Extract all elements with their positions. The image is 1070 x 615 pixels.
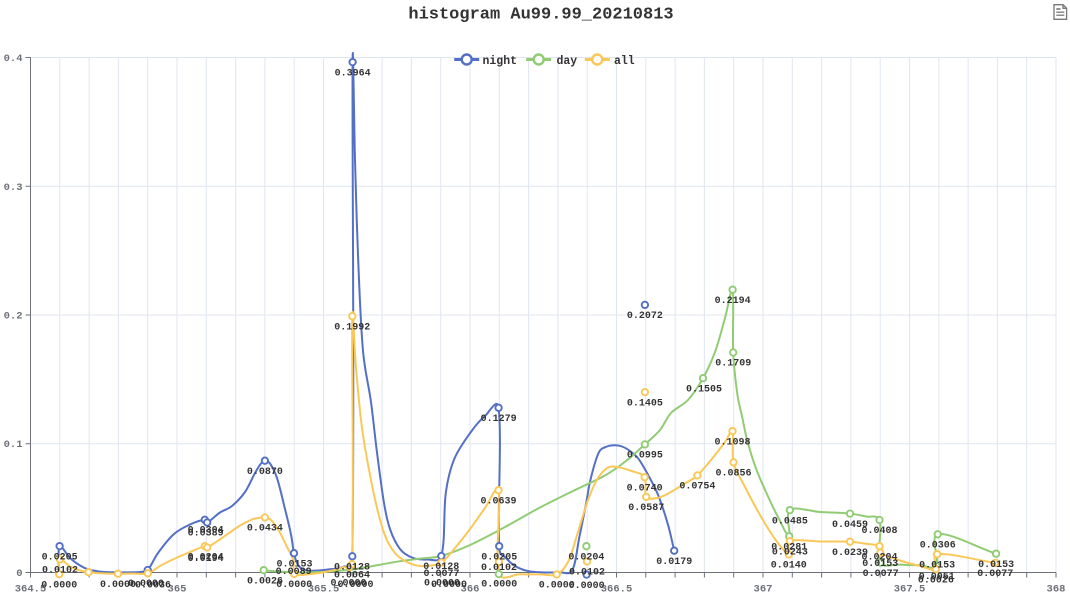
svg-text:0.1: 0.1 bbox=[4, 439, 23, 451]
svg-text:364.5: 364.5 bbox=[15, 584, 47, 596]
svg-text:0.0102: 0.0102 bbox=[569, 568, 605, 579]
svg-text:0.0000: 0.0000 bbox=[100, 580, 136, 591]
svg-text:0.0000: 0.0000 bbox=[276, 580, 312, 591]
svg-text:0.0077: 0.0077 bbox=[423, 569, 459, 580]
svg-text:0.1505: 0.1505 bbox=[686, 384, 722, 395]
svg-text:0.0995: 0.0995 bbox=[627, 451, 663, 462]
svg-text:0.0389: 0.0389 bbox=[188, 528, 224, 539]
svg-text:0.0000: 0.0000 bbox=[424, 579, 460, 590]
svg-text:histogram Au99.99_20210813: histogram Au99.99_20210813 bbox=[408, 6, 673, 25]
svg-text:0.0153: 0.0153 bbox=[276, 559, 312, 570]
svg-text:night: night bbox=[483, 55, 518, 68]
svg-text:0.1709: 0.1709 bbox=[715, 359, 751, 370]
svg-text:0.2194: 0.2194 bbox=[715, 296, 751, 307]
svg-text:0.0140: 0.0140 bbox=[771, 561, 807, 572]
svg-text:0.0459: 0.0459 bbox=[832, 520, 868, 531]
svg-text:0.0205: 0.0205 bbox=[42, 552, 78, 563]
svg-text:0.0026: 0.0026 bbox=[247, 576, 283, 587]
svg-text:all: all bbox=[614, 55, 635, 68]
svg-text:0.0000: 0.0000 bbox=[330, 579, 366, 590]
svg-text:0.0306: 0.0306 bbox=[920, 541, 956, 552]
svg-text:0.1279: 0.1279 bbox=[481, 414, 517, 425]
svg-text:0.0194: 0.0194 bbox=[188, 554, 224, 565]
svg-text:367: 367 bbox=[754, 584, 773, 596]
svg-text:0.0740: 0.0740 bbox=[627, 483, 663, 494]
svg-text:0.0000: 0.0000 bbox=[41, 580, 77, 591]
svg-text:0.0587: 0.0587 bbox=[628, 503, 664, 514]
svg-text:366: 366 bbox=[461, 584, 480, 596]
svg-text:0.0639: 0.0639 bbox=[480, 496, 516, 507]
svg-text:0.0153: 0.0153 bbox=[978, 560, 1014, 571]
svg-text:0.0754: 0.0754 bbox=[679, 482, 715, 493]
svg-text:0.0077: 0.0077 bbox=[977, 569, 1013, 580]
svg-text:0.1405: 0.1405 bbox=[627, 398, 663, 409]
svg-text:0.0102: 0.0102 bbox=[42, 566, 78, 577]
svg-text:0.0870: 0.0870 bbox=[247, 467, 283, 478]
svg-text:0.0204: 0.0204 bbox=[861, 552, 897, 563]
svg-text:0.0304: 0.0304 bbox=[188, 526, 224, 537]
svg-text:0.0408: 0.0408 bbox=[861, 526, 897, 537]
svg-text:0.0204: 0.0204 bbox=[188, 552, 224, 563]
svg-text:0.0102: 0.0102 bbox=[481, 563, 517, 574]
svg-text:0.0243: 0.0243 bbox=[772, 547, 808, 558]
svg-text:0.0153: 0.0153 bbox=[919, 560, 955, 571]
svg-text:0.0077: 0.0077 bbox=[863, 569, 899, 580]
svg-text:0.0000: 0.0000 bbox=[431, 580, 467, 591]
svg-text:0.4: 0.4 bbox=[4, 53, 23, 65]
svg-text:367.5: 367.5 bbox=[894, 584, 926, 596]
svg-text:0.0000: 0.0000 bbox=[569, 581, 605, 592]
svg-text:0.2: 0.2 bbox=[4, 311, 23, 323]
svg-text:368: 368 bbox=[1047, 584, 1066, 596]
svg-text:day: day bbox=[557, 55, 578, 68]
svg-text:0.0153: 0.0153 bbox=[862, 559, 898, 570]
svg-text:0.0026: 0.0026 bbox=[918, 575, 954, 586]
svg-text:0.0239: 0.0239 bbox=[832, 548, 868, 559]
svg-text:0.0281: 0.0281 bbox=[771, 543, 807, 554]
svg-text:365: 365 bbox=[168, 584, 187, 596]
svg-text:0.1098: 0.1098 bbox=[714, 437, 750, 448]
svg-text:0.0000: 0.0000 bbox=[128, 579, 164, 590]
svg-text:0.0064: 0.0064 bbox=[334, 571, 370, 582]
svg-text:0: 0 bbox=[16, 568, 22, 580]
svg-text:0.3: 0.3 bbox=[4, 182, 23, 194]
svg-text:0.0051: 0.0051 bbox=[919, 572, 955, 583]
svg-text:0.3964: 0.3964 bbox=[335, 68, 371, 79]
svg-text:365.5: 365.5 bbox=[308, 584, 340, 596]
svg-text:0.0128: 0.0128 bbox=[334, 563, 370, 574]
svg-text:366.5: 366.5 bbox=[601, 584, 633, 596]
svg-text:0.0856: 0.0856 bbox=[715, 469, 751, 480]
svg-text:0.0434: 0.0434 bbox=[247, 524, 283, 535]
svg-text:0.0485: 0.0485 bbox=[772, 516, 808, 527]
svg-text:0.1992: 0.1992 bbox=[334, 323, 370, 334]
svg-text:0.0000: 0.0000 bbox=[481, 580, 517, 591]
svg-text:0.0000: 0.0000 bbox=[539, 581, 575, 592]
svg-text:0.0204: 0.0204 bbox=[568, 552, 604, 563]
svg-text:0.0089: 0.0089 bbox=[276, 567, 312, 578]
svg-text:0.2072: 0.2072 bbox=[627, 311, 663, 322]
svg-text:0.0036: 0.0036 bbox=[135, 580, 171, 591]
svg-text:0.0000: 0.0000 bbox=[337, 580, 373, 591]
svg-text:0.0128: 0.0128 bbox=[423, 562, 459, 573]
svg-text:0.0205: 0.0205 bbox=[481, 552, 517, 563]
svg-text:0.0179: 0.0179 bbox=[656, 557, 692, 568]
